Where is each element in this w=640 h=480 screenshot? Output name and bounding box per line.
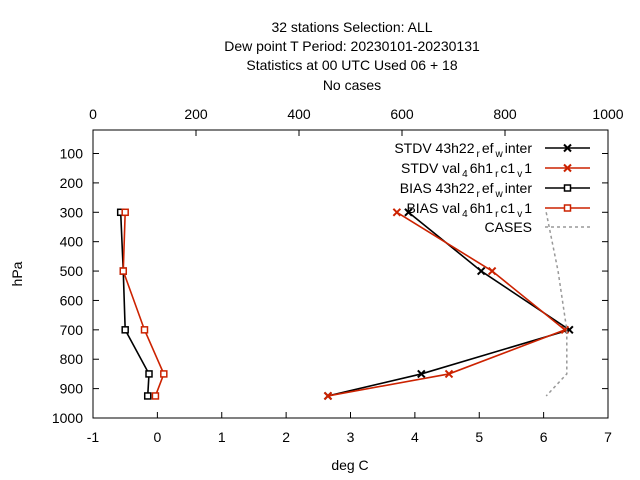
- legend-label-part: 4: [462, 209, 468, 220]
- legend-label-part: v: [517, 209, 522, 220]
- point-marker-square: [563, 184, 572, 192]
- legend-label-part: c1: [500, 160, 515, 176]
- x2-tick-label: 600: [390, 106, 414, 122]
- series-4: [545, 212, 568, 397]
- legend-label: STDV 43h22 r ef w inter: [394, 140, 532, 160]
- point-marker-x: [444, 369, 454, 379]
- point-marker-square: [145, 370, 153, 378]
- point-marker-x: [563, 163, 572, 173]
- point-marker-square: [160, 370, 168, 378]
- series-3: [119, 208, 168, 400]
- y-tick-label: 100: [60, 146, 84, 162]
- legend-label-part: v: [517, 169, 522, 180]
- legend-label-part: 6h1: [470, 200, 494, 216]
- point-marker-square: [151, 392, 160, 400]
- legend-label-main: BIAS 43h22: [400, 180, 475, 196]
- point-marker-square: [121, 208, 129, 217]
- legend-label-part: ef: [482, 180, 494, 196]
- legend-label-part: c1: [500, 200, 515, 216]
- x-tick-label: 0: [153, 429, 161, 445]
- x-axis-label: deg C: [331, 457, 368, 473]
- legend-label-part: 6h1: [470, 160, 494, 176]
- series-line: [545, 212, 568, 397]
- x-tick-label: 6: [540, 429, 548, 445]
- x-tick-label: 5: [475, 429, 483, 445]
- legend-label: BIAS val 4 6h1 r c1 v 1: [406, 200, 532, 220]
- series-0: [323, 208, 574, 401]
- x-tick-label: 1: [218, 429, 226, 445]
- point-marker-x: [487, 266, 497, 276]
- y-tick-label: 400: [60, 234, 84, 250]
- x2-tick-label: 800: [493, 106, 517, 122]
- y-tick-label: 600: [60, 292, 84, 308]
- chart-title-block: 32 stations Selection: ALL Dew point T P…: [224, 19, 480, 93]
- legend-label-part: 4: [462, 169, 468, 180]
- y-tick-label: 700: [60, 322, 84, 338]
- series-line: [122, 212, 165, 397]
- y-tick-label: 300: [60, 204, 84, 220]
- x-tick-label: 2: [282, 429, 290, 445]
- legend-label-main: BIAS val: [406, 200, 460, 216]
- point-marker-x: [563, 143, 572, 153]
- title-line-3: Statistics at 00 UTC Used 06 + 18: [246, 57, 457, 73]
- y-tick-label: 800: [60, 351, 84, 367]
- x2-axis: 0 200 400 600 800 1000: [89, 106, 624, 136]
- y-tick-label: 200: [60, 175, 84, 191]
- point-marker-square: [563, 204, 572, 212]
- legend-label-part: inter: [505, 140, 533, 156]
- point-marker-square: [121, 326, 129, 334]
- point-marker-x: [417, 369, 426, 379]
- point-marker-square: [140, 326, 149, 334]
- x-tick-label: 4: [411, 429, 419, 445]
- y-axis: 100 200 300 400 500 600 700 800 900 1000: [52, 146, 608, 426]
- x2-tick-label: 1000: [592, 106, 623, 122]
- legend-label-part: r: [495, 209, 499, 220]
- series-line: [327, 211, 567, 397]
- legend-label-part: ef: [482, 140, 494, 156]
- legend-label-part: r: [477, 189, 481, 200]
- y-tick-label: 500: [60, 263, 84, 279]
- legend-label-part: w: [495, 189, 504, 200]
- x-tick-label: 3: [347, 429, 355, 445]
- x-tick-label: 7: [604, 429, 612, 445]
- title-line-4: No cases: [323, 77, 381, 93]
- point-marker-square: [143, 392, 152, 400]
- legend-label: CASES: [485, 219, 532, 235]
- x2-tick-label: 200: [184, 106, 208, 122]
- x2-tick-label: 0: [89, 106, 97, 122]
- legend-label-main: STDV val: [401, 160, 460, 176]
- legend-label: STDV val 4 6h1 r c1 v 1: [401, 160, 532, 180]
- x-tick-label: -1: [87, 429, 100, 445]
- legend-label-part: w: [495, 149, 504, 160]
- x-axis: -1 0 1 2 3 4 5 6 7: [87, 412, 612, 445]
- point-marker-x: [476, 266, 486, 276]
- x2-tick-label: 400: [287, 106, 311, 122]
- legend-label: BIAS 43h22 r ef w inter: [400, 180, 533, 200]
- point-marker-x: [392, 208, 402, 217]
- legend-label-main: CASES: [485, 219, 532, 235]
- y-axis-label: hPa: [9, 261, 25, 286]
- point-marker-square: [119, 267, 128, 275]
- legend-label-main: STDV 43h22: [394, 140, 474, 156]
- title-line-1: 32 stations Selection: ALL: [271, 19, 432, 35]
- point-marker-x: [404, 208, 413, 217]
- series-layer: [116, 208, 574, 401]
- title-line-2: Dew point T Period: 20230101-20230131: [224, 38, 480, 54]
- point-marker-x: [323, 391, 333, 401]
- legend-label-part: 1: [524, 160, 532, 176]
- y-tick-label: 1000: [52, 410, 83, 426]
- legend-label-part: r: [477, 149, 481, 160]
- series-1: [323, 208, 570, 401]
- legend-label-part: inter: [505, 180, 533, 196]
- legend-label-part: r: [495, 169, 499, 180]
- y-tick-label: 900: [60, 381, 84, 397]
- legend-label-part: 1: [524, 200, 532, 216]
